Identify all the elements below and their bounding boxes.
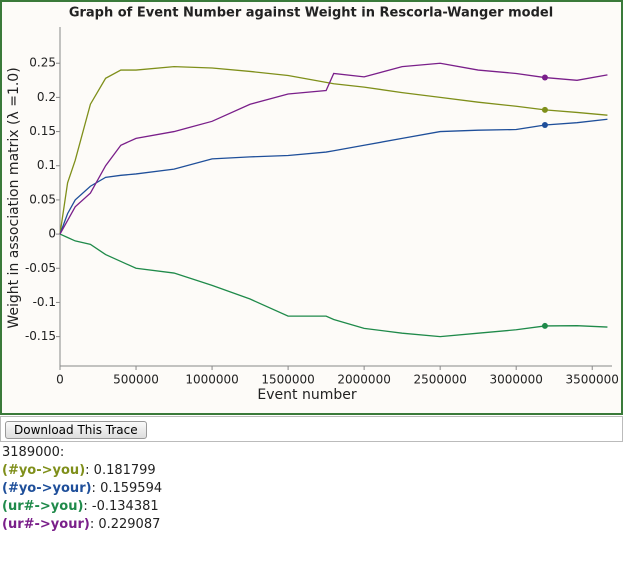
series-line	[59, 65, 608, 235]
x-tick-label: 2000000	[337, 373, 390, 387]
plot-area	[60, 27, 612, 366]
x-tick-label: 1500000	[261, 373, 314, 387]
y-axis-label: Weight in association matrix (λ =1.0)	[6, 67, 22, 328]
y-tick-label: 0.05	[29, 192, 56, 206]
series-name: (ur#->your)	[2, 517, 94, 532]
series-line	[59, 233, 608, 338]
series-value: 0.181799	[93, 463, 156, 478]
y-tick-label: 0.2	[37, 90, 56, 104]
x-tick-label: 1000000	[185, 373, 238, 387]
readout-row: (ur#->your) 0.229087	[2, 516, 162, 534]
series-line	[59, 62, 608, 235]
cursor-event: 3189000	[2, 445, 64, 460]
cursor-dot	[541, 322, 548, 329]
x-tick-label: 2500000	[413, 373, 466, 387]
x-tick-label: 3000000	[489, 373, 542, 387]
cursor-dot	[541, 106, 548, 113]
x-tick-label: 0	[56, 373, 64, 387]
series-value: -0.134381	[91, 499, 159, 514]
y-tick-label: -0.15	[25, 329, 56, 343]
y-tick-label: 0.25	[29, 56, 56, 70]
readout: 3189000 (#yo->you) 0.181799(#yo->your) 0…	[2, 444, 162, 534]
chart-frame: Graph of Event Number against Weight in …	[0, 0, 623, 415]
readout-row: (ur#->you) -0.134381	[2, 498, 162, 516]
x-tick-label: 3500000	[566, 373, 619, 387]
x-axis-label: Event number	[257, 387, 356, 403]
readout-row: (#yo->your) 0.159594	[2, 480, 162, 498]
readout-row: (#yo->you) 0.181799	[2, 462, 162, 480]
series-name: (#yo->you)	[2, 463, 90, 478]
y-tick-label: -0.05	[25, 261, 56, 275]
cursor-dot	[541, 74, 548, 81]
chart-title: Graph of Event Number against Weight in …	[69, 6, 553, 21]
toolbar: Download This Trace	[0, 416, 623, 442]
series-name: (ur#->you)	[2, 499, 88, 514]
x-tick-label: 500000	[113, 373, 159, 387]
y-tick-label: 0.15	[29, 124, 56, 138]
series-value: 0.229087	[98, 517, 161, 532]
chart: Graph of Event Number against Weight in …	[6, 6, 619, 404]
y-tick-label: -0.1	[33, 295, 56, 309]
y-tick-label: 0	[48, 227, 56, 241]
download-button[interactable]: Download This Trace	[5, 421, 147, 439]
series-value: 0.159594	[100, 481, 163, 496]
series-name: (#yo->your)	[2, 481, 96, 496]
y-tick-label: 0.1	[37, 158, 56, 172]
cursor-dot	[541, 122, 548, 129]
